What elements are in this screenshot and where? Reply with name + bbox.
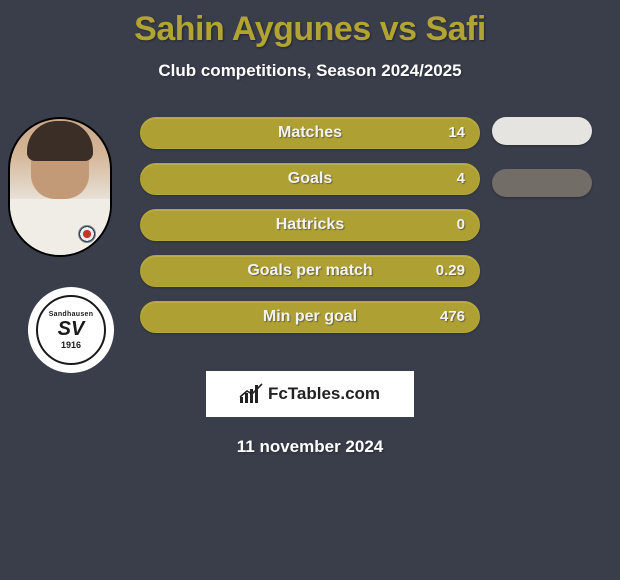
content: Sandhausen SV 1916 Matches14 Goals4 Hattri… xyxy=(0,117,620,457)
stat-label: Min per goal xyxy=(141,302,479,332)
club-logo-name: Sandhausen xyxy=(49,311,94,318)
stat-bar: Hattricks0 xyxy=(140,209,480,241)
date: 11 november 2024 xyxy=(0,437,620,457)
club-logo: Sandhausen SV 1916 xyxy=(28,287,114,373)
stat-label: Matches xyxy=(141,118,479,148)
player-avatar xyxy=(8,117,112,257)
left-column: Sandhausen SV 1916 xyxy=(0,117,130,373)
title-player1: Sahin Aygunes xyxy=(134,10,371,48)
bar-chart-icon xyxy=(240,385,262,403)
subtitle: Club competitions, Season 2024/2025 xyxy=(0,61,620,81)
stat-value: 0 xyxy=(457,210,465,240)
brand-name: FcTables.com xyxy=(268,384,380,404)
club-logo-year: 1916 xyxy=(61,340,81,350)
stat-bar: Matches14 xyxy=(140,117,480,149)
page-title: Sahin Aygunes vs Safi xyxy=(0,0,620,49)
opponent-pill-2 xyxy=(492,169,592,197)
club-logo-code: SV xyxy=(58,319,85,339)
opponent-pill-1 xyxy=(492,117,592,145)
title-vs: vs xyxy=(371,10,426,48)
stat-bar: Min per goal476 xyxy=(140,301,480,333)
stat-value: 476 xyxy=(440,302,465,332)
stat-bars: Matches14 Goals4 Hattricks0 Goals per match… xyxy=(140,117,480,333)
stat-bar: Goals per match0.29 xyxy=(140,255,480,287)
stat-value: 14 xyxy=(448,118,465,148)
stat-value: 4 xyxy=(457,164,465,194)
brand-box: FcTables.com xyxy=(206,371,414,417)
stat-value: 0.29 xyxy=(436,256,465,286)
stat-label: Goals xyxy=(141,164,479,194)
stat-label: Hattricks xyxy=(141,210,479,240)
stat-label: Goals per match xyxy=(141,256,479,286)
right-column xyxy=(486,117,606,221)
stat-bar: Goals4 xyxy=(140,163,480,195)
title-player2: Safi xyxy=(425,10,485,48)
